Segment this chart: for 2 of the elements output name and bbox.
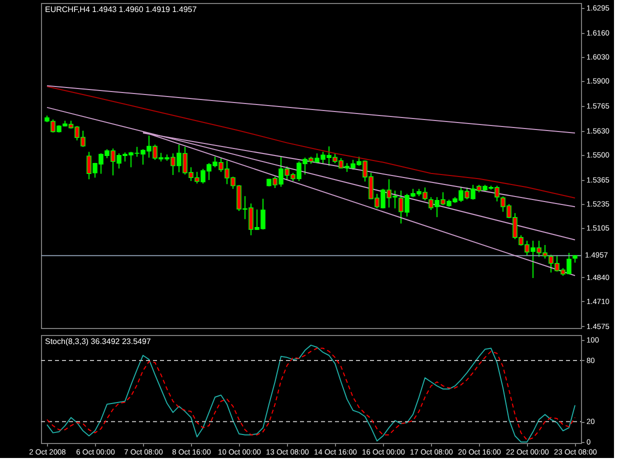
chart-title: EURCHF,H4 1.4943 1.4960 1.4919 1.4957 bbox=[45, 5, 198, 14]
chart-title: Stoch(8,3,3) 36.3492 23.5497 bbox=[45, 337, 152, 346]
